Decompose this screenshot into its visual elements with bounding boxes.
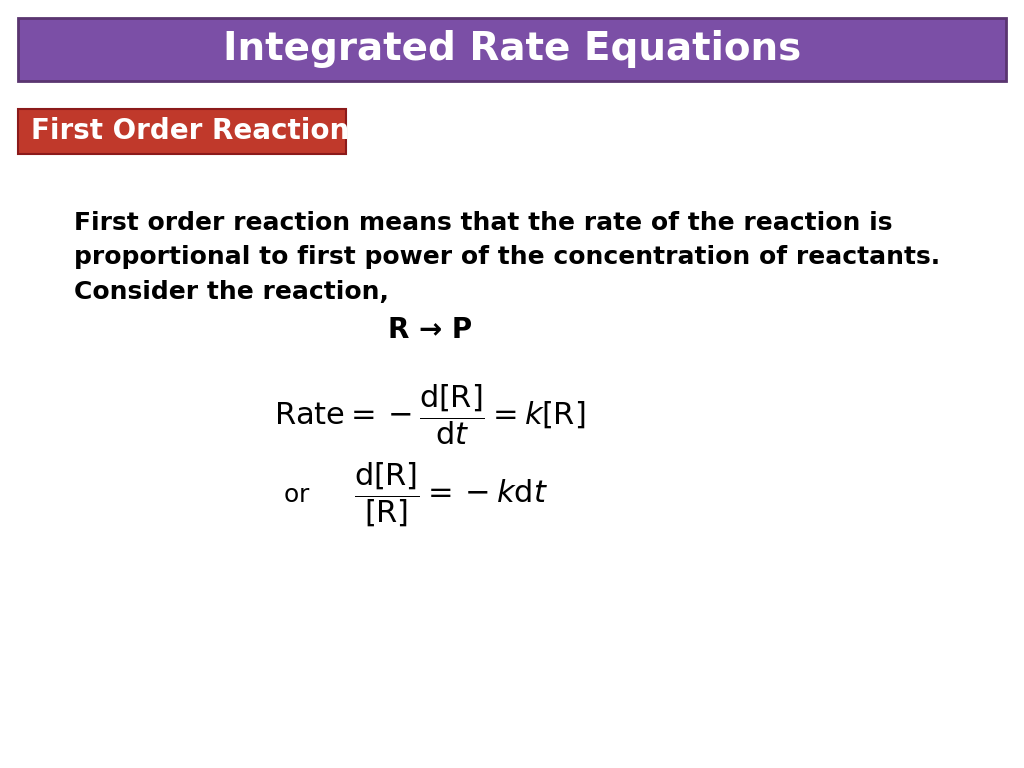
Text: $\mathrm{or}$: $\mathrm{or}$ — [284, 483, 310, 508]
FancyBboxPatch shape — [18, 18, 1006, 81]
Text: R → P: R → P — [388, 316, 472, 344]
Text: First order reaction means that the rate of the reaction is: First order reaction means that the rate… — [74, 210, 892, 235]
Text: proportional to first power of the concentration of reactants.: proportional to first power of the conce… — [74, 245, 940, 270]
Text: $\dfrac{\mathrm{d[R]}}{\mathrm{[R]}} = -k\mathrm{d}t$: $\dfrac{\mathrm{d[R]}}{\mathrm{[R]}} = -… — [353, 462, 548, 529]
Text: Consider the reaction,: Consider the reaction, — [74, 280, 388, 304]
Text: First Order Reactions: First Order Reactions — [31, 118, 366, 145]
Text: $\mathrm{Rate} = -\dfrac{\mathrm{d[R]}}{\mathrm{d}t} = k\mathrm{[R]}$: $\mathrm{Rate} = -\dfrac{\mathrm{d[R]}}{… — [274, 382, 586, 447]
Text: Integrated Rate Equations: Integrated Rate Equations — [223, 30, 801, 68]
FancyBboxPatch shape — [18, 109, 346, 154]
